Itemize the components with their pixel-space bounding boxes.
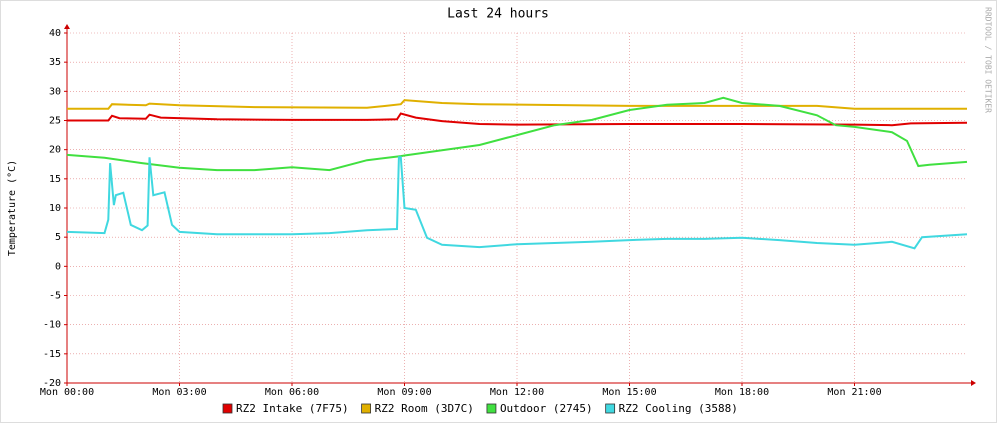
y-tick-label: 40 bbox=[49, 28, 61, 39]
legend-label: RZ2 Room (3D7C) bbox=[375, 402, 474, 415]
y-axis-label: Temperature (°C) bbox=[7, 160, 18, 256]
y-tick-label: -20 bbox=[43, 378, 61, 389]
x-tick-label: Mon 09:00 bbox=[377, 387, 431, 398]
y-tick-label: 30 bbox=[49, 86, 61, 97]
series-line bbox=[67, 112, 968, 127]
x-tick-label: Mon 21:00 bbox=[827, 387, 881, 398]
y-tick-label: 5 bbox=[55, 232, 61, 243]
legend-swatch bbox=[486, 403, 497, 414]
x-tick-label: Mon 06:00 bbox=[265, 387, 319, 398]
legend-swatch bbox=[361, 403, 371, 414]
axis-arrow bbox=[64, 24, 70, 29]
chart-title: Last 24 hours bbox=[447, 7, 549, 22]
y-tick-label: -10 bbox=[43, 320, 61, 331]
y-tick-label: -5 bbox=[49, 291, 61, 302]
y-tick-label: 25 bbox=[49, 116, 61, 127]
y-tick-label: 20 bbox=[49, 145, 61, 156]
x-tick-label: Mon 15:00 bbox=[602, 387, 656, 398]
x-tick-label: Mon 12:00 bbox=[490, 387, 544, 398]
x-tick-label: Mon 18:00 bbox=[715, 387, 769, 398]
y-tick-label: 0 bbox=[55, 261, 61, 272]
y-tick-label: -15 bbox=[43, 349, 61, 360]
y-tick-label: 35 bbox=[49, 57, 61, 68]
series-line bbox=[66, 96, 968, 172]
y-tick-label: 15 bbox=[49, 174, 61, 185]
legend-swatch bbox=[605, 403, 616, 414]
legend-swatch bbox=[222, 403, 233, 414]
axis-arrow bbox=[971, 380, 976, 386]
x-tick-label: Mon 00:00 bbox=[40, 387, 94, 398]
legend-label: Outdoor (2745) bbox=[500, 402, 593, 415]
y-tick-label: 10 bbox=[49, 203, 61, 214]
legend-label: RZ2 Cooling (3588) bbox=[619, 402, 738, 415]
watermark: RRDTOOL / TOBI OETIKER bbox=[984, 7, 993, 113]
x-tick-label: Mon 03:00 bbox=[152, 387, 206, 398]
series-line bbox=[67, 99, 967, 110]
series-line bbox=[66, 156, 968, 250]
legend-label: RZ2 Intake (7F75) bbox=[236, 402, 349, 415]
